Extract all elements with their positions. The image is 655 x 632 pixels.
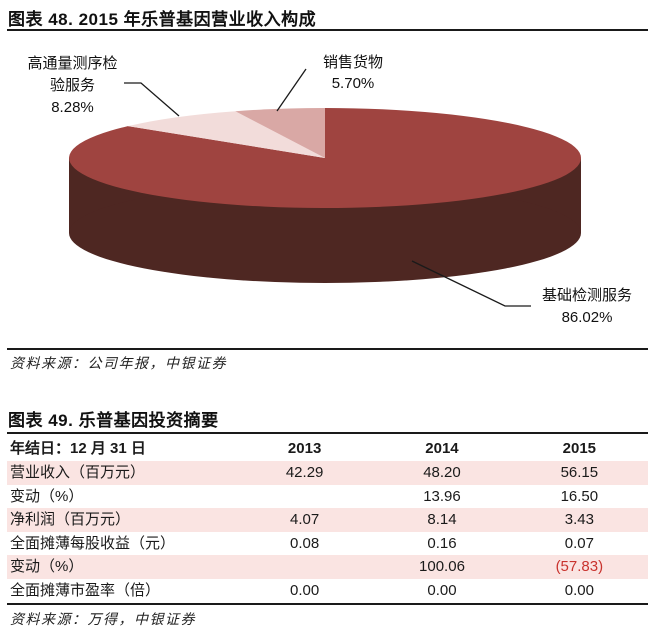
pie-slice-goods [235,108,325,158]
leader-line-basic-testing [411,260,531,307]
figure48-title: 图表 48. 2015 年乐普基因营业收入构成 [8,10,317,29]
pie-label-basic-testing: 基础检测服务 86.02% [512,285,655,329]
table-cell: 0.00 [427,581,457,599]
row-label: 营业收入（百万元） [10,464,146,481]
row-label: 全面摊薄每股收益（元） [10,534,176,552]
pie-chart-3d [69,68,582,307]
table-cell: 4.07 [290,511,320,528]
table-cell [236,555,373,579]
table-cell: (57.83) [555,558,604,575]
table-cell: 0.16 [427,534,457,552]
pie-slice-basic-testing [69,108,582,208]
pie-label-sequencing: 高通量测序检 验服务 8.28% [0,53,145,119]
table-row: 变动（%） 100.06 (57.83) [7,555,648,579]
row-label: 变动（%） [10,487,84,505]
row-label: 年结日：12 月 31 日 [10,440,146,457]
table-cell: 0.08 [290,534,320,552]
pie-label-basic-line1: 基础检测服务 [541,287,632,304]
row-label: 变动（%） [10,558,84,575]
table-row: 净利润（百万元） 4.07 8.14 3.43 [7,508,648,532]
pie-label-basic-pct: 86.02% [561,309,613,326]
pie-label-sequencing-line1: 高通量测序检 [27,55,118,72]
pie-label-goods-pct: 5.70% [331,75,375,92]
pie-label-sequencing-pct: 8.28% [51,99,94,116]
leader-line-sequencing [124,82,180,117]
figure48-title-rule [7,29,648,31]
table-header-row: 年结日：12 月 31 日 2013 2014 2015 [7,436,648,461]
table-cell: 8.14 [427,511,457,528]
pie-label-goods: 销售货物 5.70% [283,52,423,94]
figure49-title: 图表 49. 乐普基因投资摘要 [8,411,219,430]
table-cell: 3.43 [564,511,594,528]
pie-slice-sequencing [127,111,326,158]
table-row: 全面摊薄市盈率（倍） 0.00 0.00 0.00 [7,579,648,603]
figure49-title-rule [7,432,648,434]
table-cell [236,485,373,509]
table-cell: 100.06 [419,558,465,575]
investment-summary-table: 年结日：12 月 31 日 2013 2014 2015 营业收入（百万元） 42.29 4… [7,436,648,602]
table-row: 变动（%） 13.96 16.50 [7,485,648,509]
table-cell: 0.00 [290,581,320,599]
table-cell: 16.50 [560,487,599,505]
table-cell: 0.00 [564,581,594,599]
table-cell: 13.96 [423,487,461,505]
row-label: 全面摊薄市盈率（倍） [10,581,161,599]
table-cell: 48.20 [423,464,461,481]
figure48-source: 资料来源：公司年报，中银证券 [10,357,227,372]
table-row: 全面摊薄每股收益（元） 0.08 0.16 0.07 [7,532,648,556]
table-cell: 2013 [287,440,322,457]
figure49-bottom-rule [7,603,648,605]
figure48-source-rule [7,348,648,350]
pie-label-sequencing-line2: 验服务 [49,77,95,94]
row-label: 净利润（百万元） [10,511,131,528]
table-cell: 42.29 [285,464,324,481]
table-cell: 0.07 [564,534,594,552]
pie-side-bottom [69,183,581,283]
table-row: 营业收入（百万元） 42.29 48.20 56.15 [7,461,648,485]
table-cell: 2015 [562,440,597,457]
leader-line-goods [276,68,307,112]
pie-label-goods-line1: 销售货物 [322,54,383,71]
table-cell: 2014 [425,440,459,457]
table-cell: 56.15 [560,464,599,481]
figure49-source: 资料来源：万得，中银证券 [10,613,196,628]
